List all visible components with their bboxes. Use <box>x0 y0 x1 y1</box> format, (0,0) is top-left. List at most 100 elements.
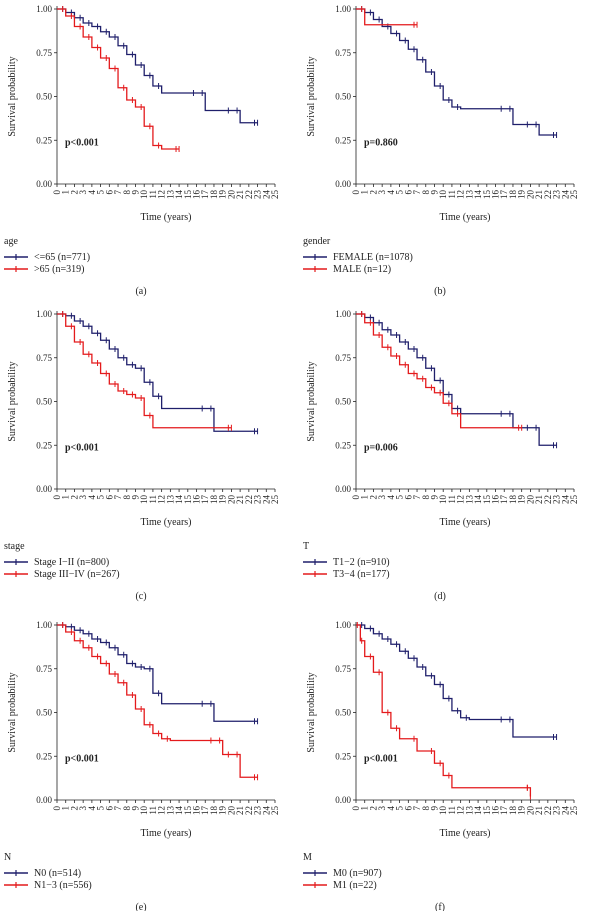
x-tick-label: 1 <box>61 806 71 811</box>
y-axis-title: Survival probability <box>7 361 18 441</box>
x-tick-label: 16 <box>192 495 202 505</box>
y-tick-label: 0.25 <box>36 440 52 450</box>
x-tick-label: 19 <box>218 495 228 505</box>
x-tick-label: 21 <box>235 495 245 504</box>
x-tick-label: 11 <box>148 495 158 504</box>
y-tick-label: 0.75 <box>335 48 351 58</box>
x-tick-label: 4 <box>386 495 396 500</box>
x-tick-label: 22 <box>244 190 254 199</box>
x-tick-label: 14 <box>473 495 483 505</box>
km-panel-5: 0.000.250.500.751.0001234567891011121314… <box>4 620 280 911</box>
x-axis-title: Time (years) <box>439 828 490 839</box>
x-tick-label: 6 <box>104 806 114 811</box>
survival-curve-2 <box>57 8 180 150</box>
x-tick-label: 0 <box>52 190 62 195</box>
legend-label: FEMALE (n=1078) <box>333 252 413 263</box>
x-tick-label: 3 <box>78 806 88 811</box>
x-tick-label: 3 <box>78 190 88 195</box>
legend-label: T1−2 (n=910) <box>333 557 390 568</box>
y-tick-label: 0.50 <box>335 92 351 102</box>
x-tick-label: 20 <box>226 806 236 816</box>
legend-label: T3−4 (n=177) <box>333 569 390 580</box>
y-tick-label: 0.75 <box>335 353 351 363</box>
legend-title: T <box>303 541 309 552</box>
legend-title: M <box>303 852 312 863</box>
x-tick-label: 12 <box>456 190 466 199</box>
x-tick-label: 25 <box>270 806 280 816</box>
x-tick-label: 10 <box>139 806 149 816</box>
x-tick-label: 11 <box>447 806 457 815</box>
x-tick-label: 7 <box>412 190 422 195</box>
x-tick-label: 18 <box>508 190 518 200</box>
x-tick-label: 16 <box>491 806 501 816</box>
x-tick-label: 6 <box>403 806 413 811</box>
x-tick-label: 24 <box>560 190 570 200</box>
y-tick-label: 1.00 <box>335 620 351 630</box>
x-tick-label: 23 <box>552 495 562 505</box>
x-tick-label: 14 <box>174 190 184 200</box>
x-tick-label: 22 <box>244 495 254 504</box>
x-tick-label: 23 <box>552 190 562 200</box>
y-tick-label: 0.50 <box>36 397 52 407</box>
x-tick-label: 25 <box>569 495 579 505</box>
censor-marks-1 <box>361 6 558 138</box>
x-tick-label: 25 <box>569 806 579 816</box>
x-tick-label: 14 <box>174 495 184 505</box>
x-tick-label: 25 <box>270 495 280 505</box>
censor-marks-2 <box>62 311 232 431</box>
x-tick-label: 13 <box>464 806 474 816</box>
censor-marks-1 <box>62 6 259 126</box>
legend-label: Stage III−IV (n=267) <box>34 569 120 580</box>
x-tick-label: 21 <box>235 806 245 815</box>
y-axis-title: Survival probability <box>7 56 18 136</box>
x-tick-label: 3 <box>377 806 387 811</box>
x-tick-label: 2 <box>368 190 378 195</box>
x-tick-label: 17 <box>200 495 210 505</box>
legend-label: M0 (n=907) <box>333 868 382 879</box>
survival-curve-2 <box>57 313 232 429</box>
y-axis-title: Survival probability <box>7 672 18 752</box>
x-tick-label: 4 <box>87 495 97 500</box>
x-tick-label: 18 <box>209 806 219 816</box>
x-tick-label: 6 <box>104 495 114 500</box>
x-tick-label: 4 <box>87 190 97 195</box>
y-tick-label: 0.00 <box>335 484 351 494</box>
y-tick-label: 0.25 <box>335 751 351 761</box>
panel-caption: (e) <box>135 902 146 911</box>
x-tick-label: 4 <box>386 806 396 811</box>
x-tick-label: 24 <box>560 806 570 816</box>
survival-curve-1 <box>57 8 258 124</box>
censor-marks-2 <box>62 6 180 152</box>
x-tick-label: 2 <box>368 495 378 500</box>
censor-marks-1 <box>62 622 259 725</box>
x-tick-label: 10 <box>438 806 448 816</box>
x-tick-label: 4 <box>386 190 396 195</box>
x-tick-label: 24 <box>261 495 271 505</box>
y-axis-title: Survival probability <box>306 361 317 441</box>
x-tick-label: 11 <box>447 495 457 504</box>
y-tick-label: 1.00 <box>335 4 351 14</box>
panel-caption: (c) <box>135 591 146 602</box>
legend-label: >65 (n=319) <box>34 264 84 275</box>
x-tick-label: 1 <box>61 495 71 500</box>
x-tick-label: 18 <box>209 495 219 505</box>
x-tick-label: 11 <box>148 806 158 815</box>
x-tick-label: 14 <box>174 806 184 816</box>
x-tick-label: 24 <box>261 806 271 816</box>
y-tick-label: 0.25 <box>335 135 351 145</box>
x-tick-label: 15 <box>482 806 492 816</box>
x-tick-label: 12 <box>456 495 466 504</box>
legend-label: <=65 (n=771) <box>34 252 90 263</box>
x-tick-label: 19 <box>218 806 228 816</box>
x-tick-label: 23 <box>253 806 263 816</box>
x-tick-label: 10 <box>139 190 149 200</box>
x-tick-label: 16 <box>192 806 202 816</box>
censor-marks-2 <box>62 622 259 781</box>
x-tick-label: 21 <box>235 190 245 199</box>
x-tick-label: 14 <box>473 190 483 200</box>
x-tick-label: 17 <box>200 806 210 816</box>
x-tick-label: 9 <box>429 495 439 500</box>
y-tick-label: 1.00 <box>36 620 52 630</box>
censor-marks-2 <box>361 6 418 28</box>
survival-curve-2 <box>356 624 532 797</box>
